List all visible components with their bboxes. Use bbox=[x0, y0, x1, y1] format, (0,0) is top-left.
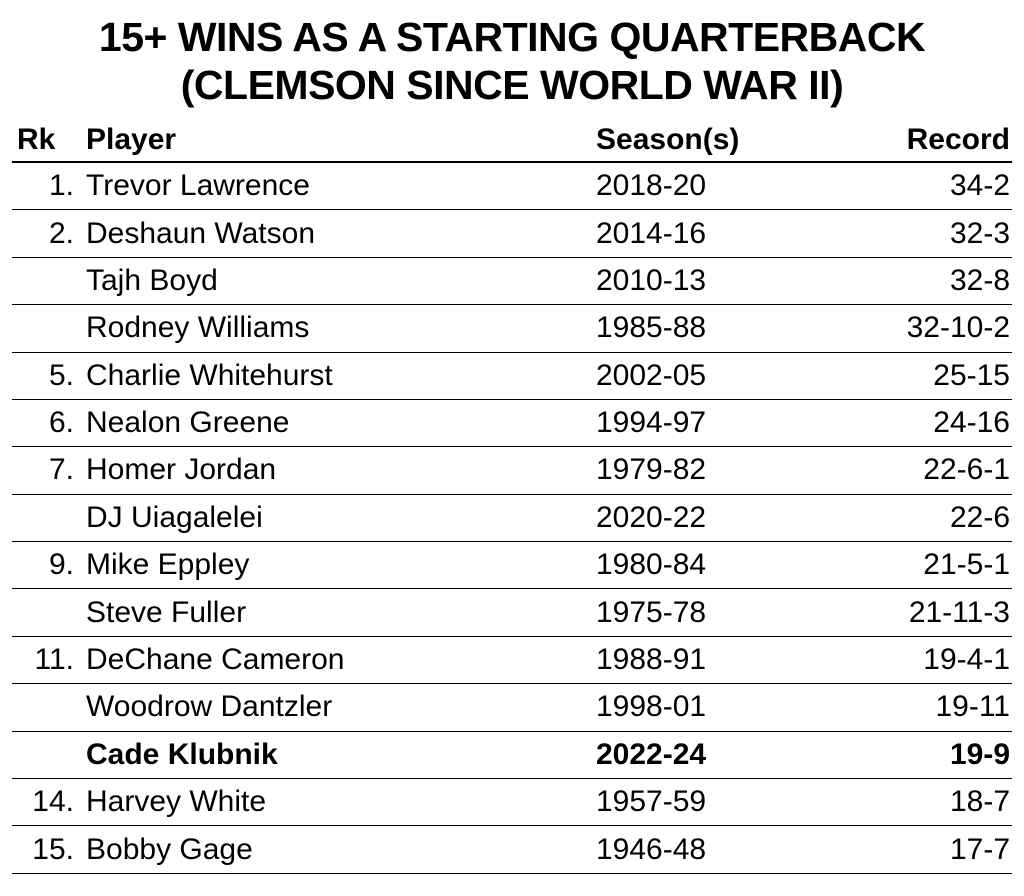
cell-seasons: 2010-13 bbox=[596, 263, 707, 297]
cell-record: 19-11 bbox=[935, 690, 1010, 724]
table-row: 11. DeChane Cameron 1988-91 19-4-1 bbox=[12, 637, 1012, 685]
cell-player: Rodney Williams bbox=[86, 311, 310, 345]
cell-player: Charlie Whitehurst bbox=[86, 358, 333, 392]
table-row: 14. Harvey White 1957-59 18-7 bbox=[12, 779, 1012, 827]
table-row: Woodrow Dantzler 1998-01 19-11 bbox=[12, 684, 1012, 732]
cell-seasons: 1946-48 bbox=[596, 832, 707, 866]
table-row: 1. Trevor Lawrence 2018-20 34-2 bbox=[12, 163, 1012, 211]
cell-player: Bobby Gage bbox=[86, 832, 253, 866]
cell-player: Harvey White bbox=[86, 785, 267, 819]
cell-player: Steve Fuller bbox=[86, 595, 247, 629]
table-header: Rk Player Season(s) Record bbox=[12, 120, 1012, 163]
cell-seasons: 2020-22 bbox=[596, 500, 707, 534]
table-row: 5. Charlie Whitehurst 2002-05 25-15 bbox=[12, 353, 1012, 400]
cell-player: Deshaun Watson bbox=[86, 216, 316, 250]
cell-player: Cade Klubnik bbox=[86, 737, 278, 771]
cell-player: Mike Eppley bbox=[86, 548, 250, 582]
table-row-highlighted: Cade Klubnik 2022-24 19-9 bbox=[12, 732, 1012, 780]
header-seasons: Season(s) bbox=[596, 123, 740, 157]
table-row: 6. Nealon Greene 1994-97 24-16 bbox=[12, 400, 1012, 448]
cell-record: 32-10-2 bbox=[906, 311, 1010, 345]
cell-rank: 11. bbox=[34, 643, 74, 677]
header-player: Player bbox=[86, 123, 177, 157]
cell-seasons: 1975-78 bbox=[596, 595, 707, 629]
cell-rank: 7. bbox=[48, 453, 74, 487]
title-line-1: 15+ WINS AS A STARTING QUARTERBACK bbox=[98, 14, 926, 60]
cell-record: 21-5-1 bbox=[923, 548, 1010, 582]
cell-rank: 15. bbox=[32, 832, 74, 866]
cell-seasons: 1998-01 bbox=[596, 690, 707, 724]
title-line-2: (CLEMSON SINCE WORLD WAR II) bbox=[180, 61, 844, 108]
table-row: Steve Fuller 1975-78 21-11-3 bbox=[12, 589, 1012, 637]
header-rank: Rk bbox=[17, 123, 56, 157]
cell-seasons: 1994-97 bbox=[596, 406, 707, 440]
cell-player: Woodrow Dantzler bbox=[86, 690, 333, 724]
stat-table-graphic: 15+ WINS AS A STARTING QUARTERBACK (CLEMS… bbox=[12, 14, 1012, 874]
cell-seasons: 1985-88 bbox=[596, 311, 707, 345]
header-record: Record bbox=[906, 123, 1010, 157]
cell-rank: 14. bbox=[32, 785, 74, 819]
cell-record: 17-7 bbox=[949, 832, 1010, 866]
cell-record: 19-4-1 bbox=[923, 643, 1010, 677]
cell-record: 21-11-3 bbox=[908, 595, 1010, 629]
cell-record: 32-3 bbox=[949, 216, 1010, 250]
cell-record: 34-2 bbox=[949, 169, 1010, 203]
cell-player: Nealon Greene bbox=[86, 406, 290, 440]
cell-seasons: 1979-82 bbox=[596, 453, 707, 487]
cell-seasons: 1957-59 bbox=[596, 785, 707, 819]
cell-seasons: 1988-91 bbox=[596, 643, 707, 677]
cell-player: DJ Uiagalelei bbox=[86, 500, 263, 534]
cell-player: Trevor Lawrence bbox=[86, 169, 310, 203]
cell-record: 24-16 bbox=[933, 406, 1010, 440]
cell-rank: 6. bbox=[48, 406, 74, 440]
cell-player: DeChane Cameron bbox=[86, 643, 345, 677]
cell-rank: 1. bbox=[48, 169, 74, 203]
table-row: 7. Homer Jordan 1979-82 22-6-1 bbox=[12, 447, 1012, 495]
cell-record: 22-6-1 bbox=[923, 453, 1010, 487]
cell-seasons: 2014-16 bbox=[596, 216, 707, 250]
table-row: DJ Uiagalelei 2020-22 22-6 bbox=[12, 495, 1012, 543]
cell-rank: 2. bbox=[48, 216, 74, 250]
cell-record: 22-6 bbox=[949, 500, 1010, 534]
cell-rank: 5. bbox=[48, 358, 74, 392]
cell-record: 18-7 bbox=[949, 785, 1010, 819]
cell-seasons: 1980-84 bbox=[596, 548, 707, 582]
table-row: 15. Bobby Gage 1946-48 17-7 bbox=[12, 826, 1012, 874]
table-row: 2. Deshaun Watson 2014-16 32-3 bbox=[12, 210, 1012, 258]
cell-record: 25-15 bbox=[933, 358, 1010, 392]
page-title: 15+ WINS AS A STARTING QUARTERBACK (CLEMS… bbox=[12, 14, 1012, 110]
table-row: 9. Mike Eppley 1980-84 21-5-1 bbox=[12, 542, 1012, 590]
table-row: Rodney Williams 1985-88 32-10-2 bbox=[12, 305, 1012, 353]
cell-player: Tajh Boyd bbox=[86, 263, 218, 297]
cell-seasons: 2022-24 bbox=[596, 737, 707, 771]
cell-record: 19-9 bbox=[949, 737, 1010, 771]
cell-rank: 9. bbox=[48, 548, 74, 582]
cell-seasons: 2002-05 bbox=[596, 358, 707, 392]
cell-player: Homer Jordan bbox=[86, 453, 277, 487]
table-row: Tajh Boyd 2010-13 32-8 bbox=[12, 258, 1012, 306]
cell-record: 32-8 bbox=[949, 263, 1010, 297]
cell-seasons: 2018-20 bbox=[596, 169, 707, 203]
